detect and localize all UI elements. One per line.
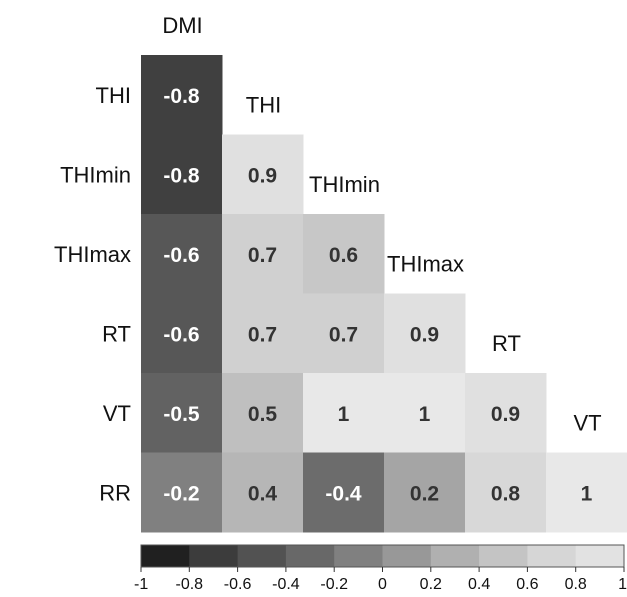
cell-value-label: 0.2 xyxy=(410,482,439,505)
cell-rt-dmi xyxy=(141,293,223,374)
row-label-rr: RR xyxy=(99,480,131,505)
cell-rr-thimax xyxy=(384,452,466,533)
cell-value-label: 0.6 xyxy=(329,244,358,267)
colorbar-segment xyxy=(334,545,383,567)
cell-value-label: 0.5 xyxy=(248,403,278,426)
cell-value-label: -0.6 xyxy=(163,323,199,346)
cell-vt-thimin xyxy=(303,373,385,453)
colorbar-segment xyxy=(189,545,239,567)
colorbar-segment xyxy=(479,545,528,567)
colorbar: -1 -0.8 -0.6 -0.4 -0.2 0 0.2 0.4 0.6 0.8 1 xyxy=(134,544,627,593)
column-label-thimax: THImax xyxy=(387,252,464,277)
colorbar-tick-label: 0.6 xyxy=(516,576,538,593)
cell-thimin-dmi xyxy=(141,134,223,215)
cell-value-label: 0.7 xyxy=(248,323,277,346)
colorbar-tick-label: -0.8 xyxy=(176,576,204,593)
colorbar-segment xyxy=(575,545,625,567)
cell-value-label: -0.6 xyxy=(163,244,199,267)
cell-value-label: 0.9 xyxy=(491,403,520,426)
cell-value-label: -0.8 xyxy=(163,85,200,108)
row-labels: THI THImin THImax RT VT RR xyxy=(54,83,131,506)
cell-rr-dmi xyxy=(141,452,223,533)
column-labels: DMI THI THImin THImax RT VT xyxy=(162,13,601,436)
cell-value-label: 1 xyxy=(419,403,431,426)
cell-rt-thimin xyxy=(303,293,385,374)
row-label-rt: RT xyxy=(102,321,131,346)
colorbar-segment xyxy=(527,545,577,567)
colorbar-tick-label: 0.2 xyxy=(420,576,442,593)
cell-value-label: 1 xyxy=(581,482,593,505)
cell-vt-thi xyxy=(222,373,304,453)
cell-thimax-dmi xyxy=(141,214,223,294)
cell-value-label: 0.7 xyxy=(248,244,277,267)
cell-rt-thimax xyxy=(384,293,466,374)
cell-value-label: 0.9 xyxy=(410,323,439,346)
cell-vt-thimax xyxy=(384,373,466,453)
colorbar-segment xyxy=(430,545,480,567)
colorbar-tick-label: -1 xyxy=(134,576,148,593)
cell-vt-rt xyxy=(465,373,547,453)
cell-rt-thi xyxy=(222,293,304,374)
cell-value-label: 0.8 xyxy=(491,482,521,505)
cell-rr-vt xyxy=(546,452,627,533)
cell-value-label: 0.9 xyxy=(248,164,277,187)
colorbar-segment xyxy=(382,545,432,567)
heatmap-cells: -0.8 -0.8 0.9 -0.6 0.7 0.6 -0.6 0.7 0.7 0.9 -0.5 0.… xyxy=(141,55,627,533)
colorbar-tick-label: 0.4 xyxy=(468,576,490,593)
row-label-thi: THI xyxy=(96,83,131,108)
row-label-thimax: THImax xyxy=(54,242,131,267)
cell-rr-thi xyxy=(222,452,304,533)
cell-value-label: -0.8 xyxy=(163,164,200,187)
row-label-vt: VT xyxy=(103,401,131,426)
cell-value-label: -0.2 xyxy=(163,482,199,505)
cell-thimax-thi xyxy=(222,214,304,294)
cell-value-label: -0.5 xyxy=(163,403,200,426)
cell-value-label: -0.4 xyxy=(325,482,362,505)
colorbar-segment xyxy=(141,545,190,567)
cell-vt-dmi xyxy=(141,373,223,453)
column-label-thi: THI xyxy=(246,93,281,118)
cell-thimax-thimin xyxy=(303,214,385,294)
colorbar-segment xyxy=(237,545,287,567)
cell-value-label: 1 xyxy=(338,403,350,426)
cell-thi-dmi xyxy=(141,55,223,135)
colorbar-tick-label: -0.2 xyxy=(320,576,348,593)
cell-thimin-thi xyxy=(222,134,304,215)
colorbar-tick-label: 0 xyxy=(378,576,387,593)
colorbar-tick-label: -0.6 xyxy=(224,576,252,593)
row-label-thimin: THImin xyxy=(60,162,131,187)
column-label-dmi: DMI xyxy=(162,13,202,38)
colorbar-segment xyxy=(285,545,335,567)
colorbar-tick-label: 1 xyxy=(618,576,627,593)
colorbar-tick-label: 0.8 xyxy=(565,576,587,593)
cell-rr-thimin xyxy=(303,452,385,533)
cell-value-label: 0.4 xyxy=(248,482,278,505)
column-label-rt: RT xyxy=(492,331,521,356)
column-label-thimin: THImin xyxy=(309,172,380,197)
cell-rr-rt xyxy=(465,452,547,533)
column-label-vt: VT xyxy=(573,411,601,436)
colorbar-tick-label: -0.4 xyxy=(272,576,300,593)
cell-value-label: 0.7 xyxy=(329,323,358,346)
